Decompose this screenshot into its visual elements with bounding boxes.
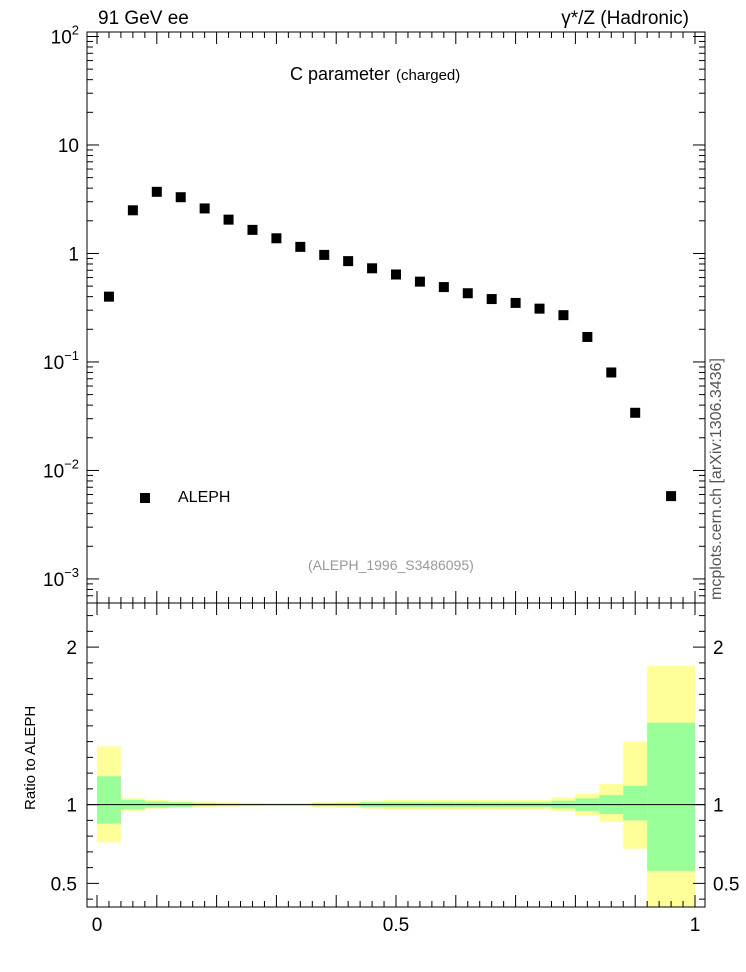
legend-marker <box>140 493 150 503</box>
x-tick-label: 0.5 <box>383 915 409 936</box>
y-tick-label: 10−2 <box>43 456 79 482</box>
x-tick-label: 1 <box>690 915 701 936</box>
chart-title-main: C parameter <box>290 64 391 84</box>
data-point <box>127 205 138 216</box>
data-point <box>606 367 617 378</box>
ratio-y-tick-label: 1 <box>66 796 77 817</box>
main-plot-frame <box>86 31 706 604</box>
data-point <box>486 294 497 305</box>
ratio-band-stat <box>623 785 648 821</box>
data-point <box>630 407 641 418</box>
data-point <box>666 491 677 502</box>
ratio-y-tick-label-right: 2 <box>713 638 724 659</box>
data-point <box>175 192 186 203</box>
ratio-y-tick-label: 0.5 <box>51 874 77 895</box>
data-point <box>199 203 210 214</box>
ratio-y-tick-label-right: 1 <box>713 796 724 817</box>
data-point <box>462 288 473 299</box>
y-tick-label: 10−1 <box>43 348 79 374</box>
analysis-id: (ALEPH_1996_S3486095) <box>308 557 474 573</box>
data-point <box>103 291 114 302</box>
x-tick-label: 0 <box>92 915 103 936</box>
data-point <box>510 297 521 308</box>
legend-label: ALEPH <box>178 489 231 506</box>
y-tick-label: 10 <box>58 136 79 157</box>
header-right: γ*/Z (Hadronic) <box>561 8 689 29</box>
chart-title-sub: (charged) <box>396 67 461 84</box>
y-tick-label: 102 <box>51 22 79 48</box>
data-point <box>223 214 234 225</box>
y-tick-label: 1 <box>68 244 79 265</box>
ratio-y-tick-label: 2 <box>66 638 77 659</box>
y-tick-label: 10−3 <box>43 565 79 591</box>
data-point <box>151 186 162 197</box>
ratio-y-tick-label-right: 0.5 <box>713 874 739 895</box>
ratio-plot-frame <box>86 602 706 908</box>
data-point <box>438 282 449 293</box>
data-point <box>247 224 258 235</box>
data-point <box>319 249 330 260</box>
chart-title: C parameter (charged) <box>290 64 460 85</box>
data-point <box>367 263 378 274</box>
data-point <box>391 269 401 280</box>
data-point <box>414 276 425 287</box>
data-point <box>582 331 593 342</box>
data-point <box>558 310 569 321</box>
header-left: 91 GeV ee <box>98 8 189 29</box>
ratio-band-stat <box>97 776 121 824</box>
data-point <box>271 233 282 244</box>
data-point <box>295 241 306 252</box>
data-point <box>534 303 545 314</box>
data-point <box>343 256 354 267</box>
ratio-band-stat <box>647 722 695 871</box>
